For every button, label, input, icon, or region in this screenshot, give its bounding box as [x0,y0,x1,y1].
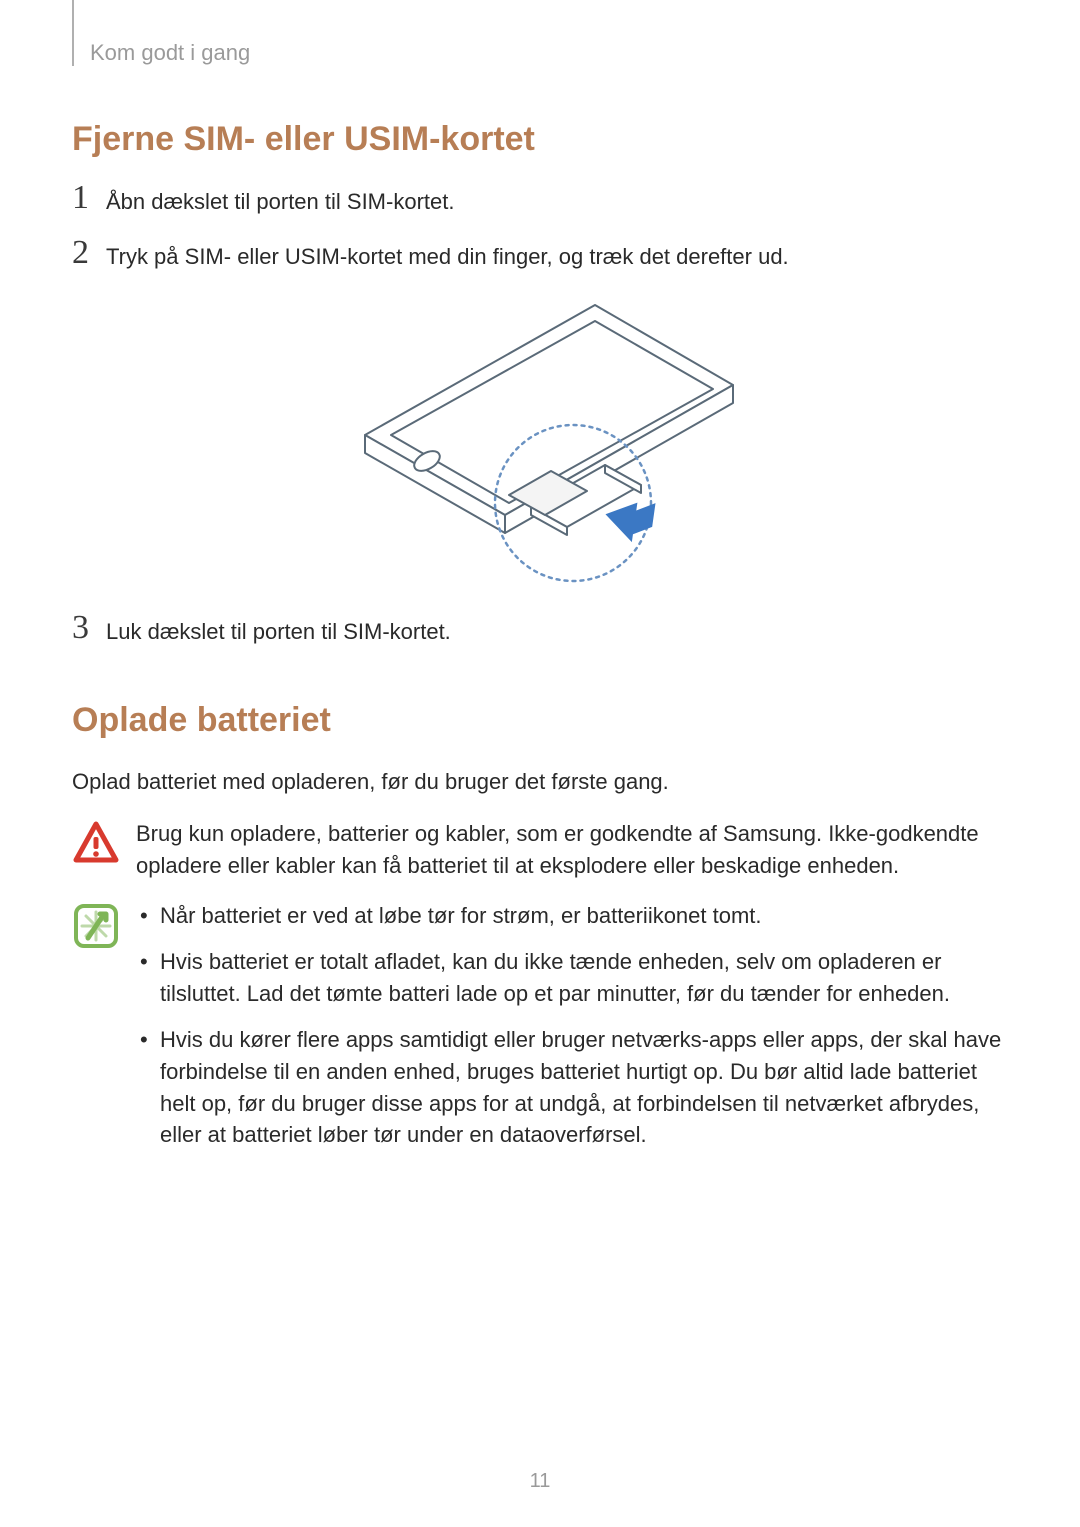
note-item: Hvis du kører flere apps samtidigt eller… [136,1024,1008,1152]
header-rule [72,0,74,66]
note-item: Hvis batteriet er totalt afladet, kan du… [136,946,1008,1010]
step-number: 3 [72,611,106,645]
step-text: Åbn dækslet til porten til SIM-kortet. [106,185,454,218]
note-callout: Når batteriet er ved at løbe tør for str… [72,900,1008,1165]
section-title-sim: Fjerne SIM- eller USIM-kortet [72,120,1008,159]
warning-icon [72,820,120,873]
step-1: 1 Åbn dækslet til porten til SIM-kortet. [72,185,1008,218]
step-text: Luk dækslet til porten til SIM-kortet. [106,615,451,648]
manual-page: Kom godt i gang Fjerne SIM- eller USIM-k… [0,0,1080,1165]
note-list-container: Når batteriet er ved at løbe tør for str… [136,900,1008,1165]
note-item: Når batteriet er ved at løbe tør for str… [136,900,1008,932]
illustration-container [72,295,1008,585]
note-icon [72,902,120,955]
step-number: 1 [72,181,106,215]
breadcrumb: Kom godt i gang [90,40,1008,66]
step-3: 3 Luk dækslet til porten til SIM-kortet. [72,615,1008,648]
step-2: 2 Tryk på SIM- eller USIM-kortet med din… [72,240,1008,273]
sim-removal-illustration [305,295,775,585]
section-title-battery: Oplade batteriet [72,701,1008,740]
page-number: 11 [0,1470,1080,1493]
step-number: 2 [72,236,106,270]
warning-text: Brug kun opladere, batterier og kabler, … [136,818,1008,882]
intro-text: Oplad batteriet med opladeren, før du br… [72,766,1008,798]
step-text: Tryk på SIM- eller USIM-kortet med din f… [106,240,789,273]
note-list: Når batteriet er ved at løbe tør for str… [136,900,1008,1151]
warning-callout: Brug kun opladere, batterier og kabler, … [72,818,1008,882]
